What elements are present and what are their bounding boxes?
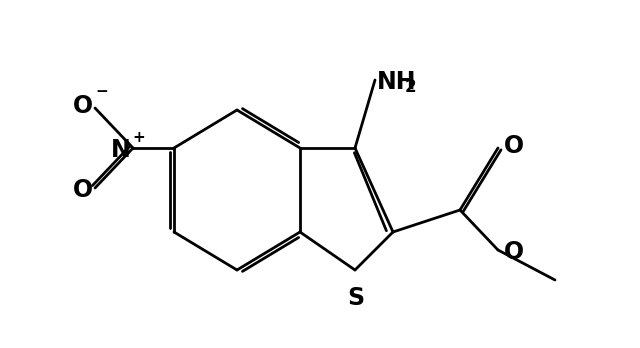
Text: −: − — [95, 85, 108, 100]
Text: O: O — [73, 94, 93, 118]
Text: NH: NH — [377, 70, 417, 94]
Text: O: O — [504, 134, 524, 158]
Text: +: + — [132, 130, 145, 145]
Text: S: S — [348, 286, 365, 310]
Text: O: O — [504, 240, 524, 264]
Text: O: O — [73, 178, 93, 202]
Text: 2: 2 — [405, 78, 417, 96]
Text: N: N — [111, 138, 131, 162]
